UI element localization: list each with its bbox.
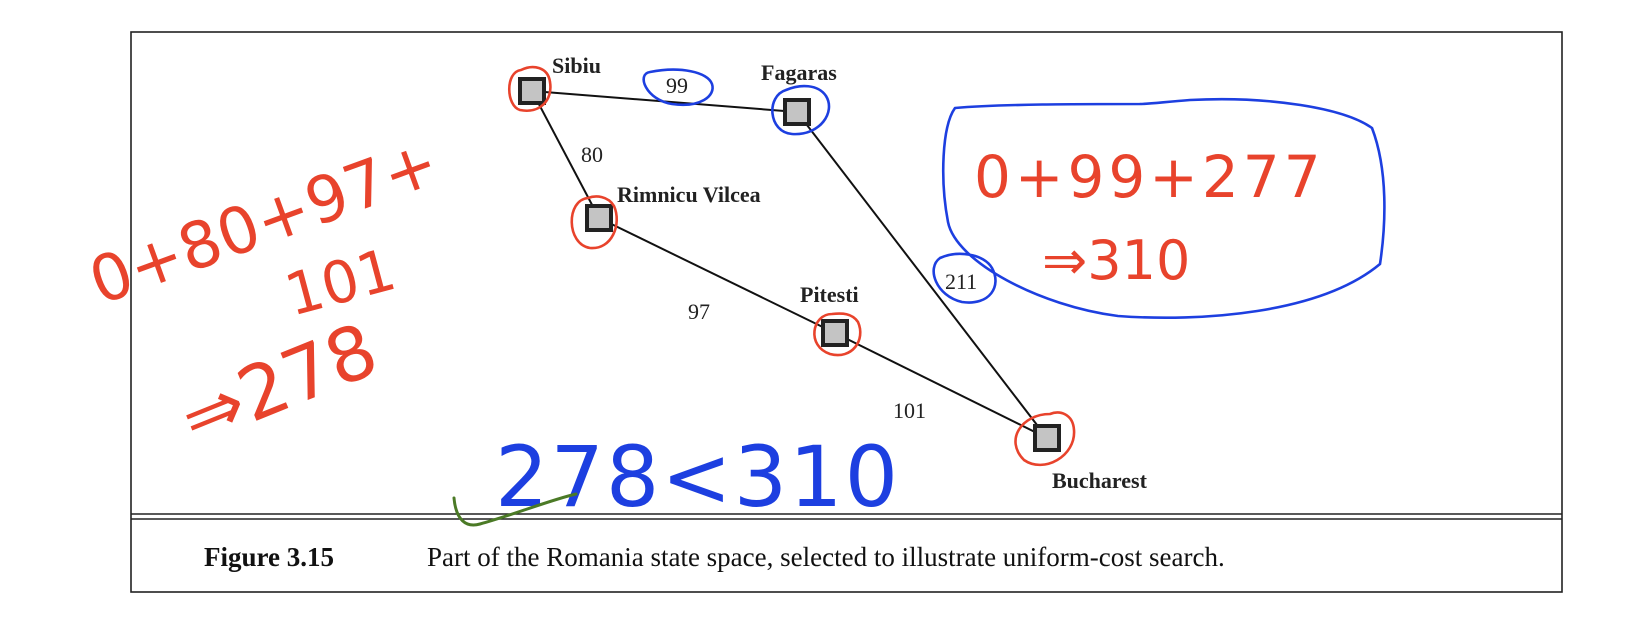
caption-number: Figure 3.15: [204, 542, 334, 572]
figure-frame: [130, 31, 1563, 593]
node-rimnicu: [585, 204, 613, 232]
edge-rimnicu-pitesti: [598, 217, 836, 334]
node-fagaras: [783, 98, 811, 126]
edge-label-rimnicu-pitesti: 97: [688, 299, 710, 324]
red-circle-sibiu: [508, 65, 552, 112]
node-label-rimnicu: Rimnicu Vilcea: [617, 182, 761, 207]
green-check-icon: [452, 492, 578, 527]
node-label-pitesti: Pitesti: [800, 282, 859, 307]
handwritten-right-sum: 0+99+277: [974, 143, 1325, 211]
node-label-fagaras: Fagaras: [761, 60, 837, 85]
node-bucharest: [1033, 424, 1061, 452]
edge-label-sibiu-rimnicu: 80: [581, 142, 603, 167]
handwritten-right-result: ⇒310: [1042, 229, 1190, 292]
edge-label-sibiu-fagaras: 99: [666, 73, 688, 98]
blue-box-right-sum: [941, 97, 1386, 320]
caption-text: Part of the Romania state space, selecte…: [427, 542, 1225, 572]
red-circle-bucharest: [1014, 411, 1076, 467]
node-label-bucharest: Bucharest: [1052, 468, 1148, 493]
edge-pitesti-bucharest: [834, 332, 1048, 439]
node-sibiu: [518, 77, 546, 105]
node-pitesti: [821, 319, 849, 347]
blue-annotations: 278<310: [495, 68, 1386, 526]
edge-label-fagaras-bucharest: 211: [945, 269, 977, 294]
edge-fagaras-bucharest: [796, 111, 1048, 439]
edges: [531, 90, 1048, 439]
edge-label-pitesti-bucharest: 101: [893, 398, 926, 423]
nodes: [518, 77, 1061, 452]
red-circle-pitesti: [813, 312, 862, 357]
node-label-sibiu: Sibiu: [552, 53, 601, 78]
red-circle-rimnicu: [570, 195, 619, 250]
handwritten-comparison: 278<310: [495, 428, 900, 526]
blue-circle-fagaras: [771, 84, 831, 136]
blue-circle-cost-99: [642, 68, 714, 107]
